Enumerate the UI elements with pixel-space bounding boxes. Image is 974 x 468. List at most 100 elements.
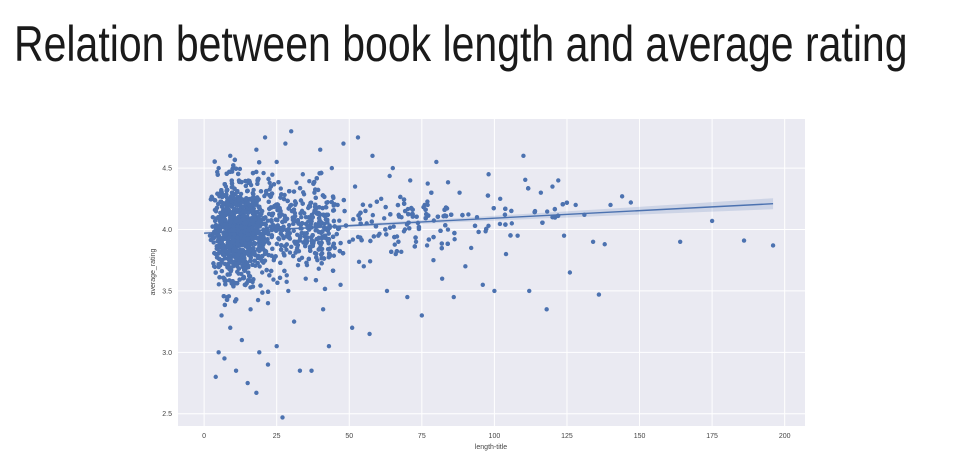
data-point (216, 236, 221, 242)
x-tick-label: 25 (273, 433, 281, 440)
data-point (247, 247, 252, 252)
data-point (268, 193, 274, 199)
data-point (291, 189, 297, 194)
data-point (229, 281, 234, 286)
data-point (424, 211, 429, 217)
data-point (307, 204, 313, 209)
data-point (230, 184, 235, 190)
data-point (323, 217, 329, 222)
data-point (486, 223, 491, 229)
data-point (208, 197, 214, 202)
data-point (230, 166, 235, 172)
data-point (508, 233, 513, 238)
data-point (395, 202, 401, 208)
data-point (331, 241, 337, 247)
data-point (275, 280, 280, 285)
data-point (608, 202, 613, 208)
data-point (317, 240, 322, 245)
data-point (219, 250, 225, 255)
data-point (257, 243, 262, 249)
data-point (356, 213, 361, 218)
data-point (336, 226, 341, 232)
x-axis-ticks: 0 25 50 75 100 125 150 175 200 (202, 433, 790, 440)
data-point (402, 227, 408, 232)
data-point (247, 273, 252, 279)
data-point (255, 247, 261, 252)
data-point (405, 294, 410, 300)
data-point (319, 252, 324, 257)
page-title: Relation between book length and average… (14, 16, 908, 72)
data-point (451, 294, 456, 300)
data-point (509, 208, 514, 214)
data-point (321, 212, 326, 217)
data-point (388, 212, 393, 217)
data-point (266, 199, 271, 204)
data-point (274, 241, 280, 247)
data-point (439, 276, 445, 281)
data-point (297, 368, 303, 373)
data-point (323, 205, 329, 210)
data-point (233, 248, 239, 253)
data-point (229, 190, 235, 195)
data-point (410, 207, 415, 212)
data-point (268, 224, 273, 229)
data-point (352, 184, 358, 189)
data-point (284, 233, 290, 239)
data-point (251, 195, 256, 200)
data-point (491, 205, 496, 211)
data-point (299, 221, 305, 226)
data-point (219, 268, 225, 274)
data-point (330, 234, 336, 240)
data-point (291, 319, 297, 324)
data-point (232, 206, 237, 212)
data-point (215, 172, 220, 177)
data-point (212, 250, 217, 256)
data-point (538, 190, 544, 195)
data-point (227, 266, 232, 272)
data-point (295, 263, 301, 268)
data-point (322, 233, 328, 238)
data-point (267, 206, 272, 212)
data-point (466, 212, 471, 217)
data-point (251, 277, 256, 282)
data-point (226, 294, 232, 299)
data-point (503, 251, 509, 257)
data-point (291, 253, 296, 259)
data-point (412, 244, 418, 249)
data-point (319, 236, 325, 241)
data-point (367, 259, 373, 264)
data-point (216, 350, 221, 355)
data-point (270, 172, 275, 177)
data-point (377, 231, 382, 236)
data-point (384, 232, 389, 237)
data-point (265, 230, 271, 235)
data-point (250, 284, 256, 289)
data-point (429, 190, 434, 195)
data-point (291, 228, 296, 234)
data-point (259, 231, 264, 237)
data-point (573, 202, 578, 208)
data-point (331, 208, 336, 213)
data-point (234, 297, 239, 302)
data-point (213, 222, 219, 228)
data-point (334, 231, 339, 237)
data-point (709, 218, 715, 224)
data-point (255, 230, 260, 236)
data-point (214, 205, 220, 211)
data-point (342, 208, 347, 214)
data-point (233, 166, 239, 171)
data-point (602, 242, 607, 247)
data-point (484, 226, 489, 232)
data-point (221, 293, 226, 299)
data-point (282, 213, 288, 219)
data-point (387, 225, 393, 230)
data-point (226, 256, 232, 261)
data-point (285, 198, 290, 204)
data-point (389, 249, 394, 255)
data-point (552, 206, 558, 212)
data-point (218, 219, 224, 225)
data-point (408, 178, 413, 183)
data-point (245, 380, 250, 386)
data-point (255, 178, 260, 183)
data-point (340, 250, 346, 256)
